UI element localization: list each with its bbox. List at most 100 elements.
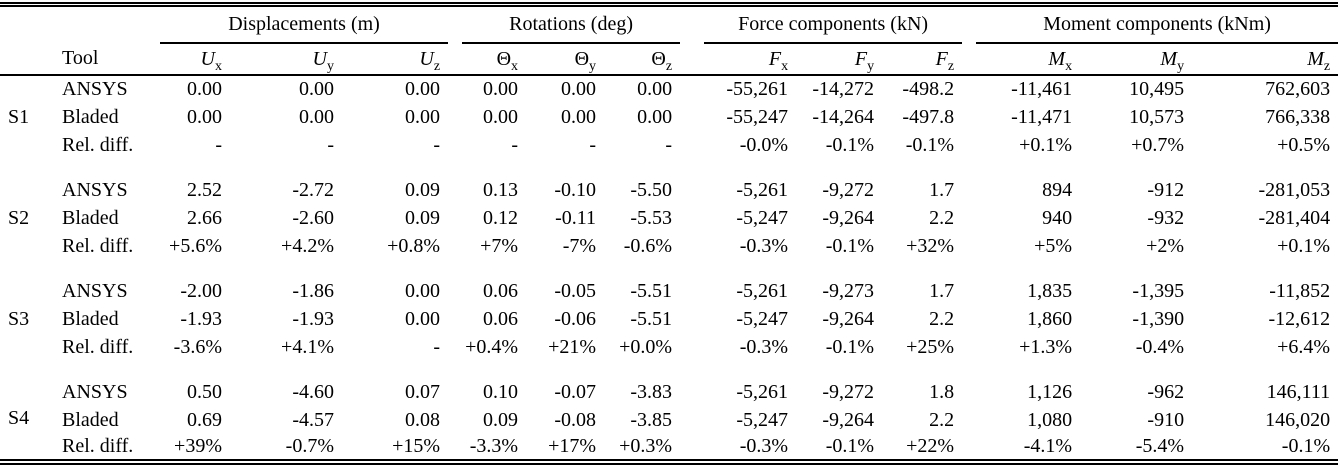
value-cell: 2.2 bbox=[929, 206, 955, 229]
value-cell: 0.09 bbox=[483, 408, 519, 431]
value-cell: +7% bbox=[480, 234, 519, 257]
value-cell: -0.1% bbox=[825, 234, 875, 257]
value-cell: 1.8 bbox=[929, 380, 955, 403]
column-gap bbox=[448, 43, 463, 76]
var-symbol: M bbox=[1160, 47, 1178, 70]
column-gap bbox=[448, 305, 462, 333]
value-cell: +0.1% bbox=[1277, 234, 1331, 257]
value-cell: 0.69 bbox=[187, 408, 222, 431]
column-gap bbox=[962, 103, 976, 131]
column-gap bbox=[962, 204, 976, 232]
column-gap bbox=[680, 406, 704, 434]
tool-cell: Bladed bbox=[62, 408, 119, 431]
table-row: Bladed 0.00 0.00 0.00 0.00 0.00 0.00 -55… bbox=[0, 103, 1338, 131]
value-cell: +5.6% bbox=[169, 234, 222, 257]
value-cell: 762,603 bbox=[1265, 78, 1331, 100]
value-cell: - bbox=[433, 133, 441, 156]
col-header-theta-x: Θx bbox=[462, 43, 527, 76]
column-gap bbox=[962, 232, 976, 260]
var-symbol: F bbox=[935, 47, 948, 70]
var-subscript: y bbox=[589, 58, 597, 74]
value-cell: +17% bbox=[548, 435, 597, 457]
col-header-ux: Ux bbox=[160, 43, 230, 76]
value-cell: -9,272 bbox=[822, 178, 875, 201]
group-s4: S4 ANSYS 0.50 -4.60 0.07 0.10 -0.07 -3.8… bbox=[0, 378, 1338, 462]
value-cell: -1,395 bbox=[1132, 279, 1185, 302]
value-cell: -4.57 bbox=[292, 408, 334, 431]
value-cell: -2.60 bbox=[292, 206, 334, 229]
value-cell: -0.1% bbox=[825, 435, 875, 457]
value-cell: -5,261 bbox=[736, 279, 789, 302]
var-symbol: M bbox=[1307, 47, 1324, 70]
col-header-my: My bbox=[1080, 43, 1193, 76]
value-cell: -5,247 bbox=[736, 408, 789, 431]
tool-cell: ANSYS bbox=[62, 178, 128, 201]
value-cell: 0.12 bbox=[483, 206, 519, 229]
group-header-displacements: Displacements (m) bbox=[160, 4, 449, 44]
var-symbol: F bbox=[854, 47, 868, 70]
corner-cell bbox=[0, 5, 160, 44]
value-cell: - bbox=[511, 133, 519, 156]
value-cell: +32% bbox=[906, 234, 955, 257]
value-cell: 0.50 bbox=[187, 380, 222, 403]
value-cell: -5,247 bbox=[736, 206, 789, 229]
group-spacer bbox=[0, 159, 1338, 176]
tool-cell: ANSYS bbox=[62, 78, 128, 100]
value-cell: -0.1% bbox=[905, 133, 955, 156]
table-row: S1 ANSYS 0.00 0.00 0.00 0.00 0.00 0.00 -… bbox=[0, 75, 1338, 128]
table-row: S3 ANSYS -2.00 -1.86 0.00 0.06 -0.05 -5.… bbox=[0, 277, 1338, 330]
value-cell: -5.4% bbox=[1135, 435, 1185, 457]
value-cell: - bbox=[589, 133, 597, 156]
table-row: Rel. diff. - - - - - - -0.0% -0.1% -0.1%… bbox=[0, 131, 1338, 159]
value-cell: 0.00 bbox=[405, 279, 441, 302]
value-cell: -0.0% bbox=[739, 133, 789, 156]
var-symbol: F bbox=[768, 47, 782, 70]
group-spacer-cell bbox=[0, 361, 1338, 378]
value-cell: 894 bbox=[1042, 178, 1073, 201]
value-cell: -0.11 bbox=[555, 206, 597, 229]
tool-cell: Rel. diff. bbox=[62, 133, 134, 156]
value-cell: +5% bbox=[1034, 234, 1073, 257]
value-cell: 0.00 bbox=[483, 78, 519, 100]
value-cell: +0.7% bbox=[1131, 133, 1185, 156]
tool-cell: Rel. diff. bbox=[62, 435, 134, 457]
value-cell: -281,404 bbox=[1258, 206, 1331, 229]
value-cell: -2.72 bbox=[292, 178, 334, 201]
value-cell: +4.1% bbox=[281, 335, 334, 358]
value-cell: -5.50 bbox=[630, 178, 673, 201]
value-cell: -0.1% bbox=[825, 133, 875, 156]
tool-cell: Bladed bbox=[62, 105, 119, 128]
column-gap bbox=[448, 434, 462, 462]
value-cell: -5.53 bbox=[630, 206, 673, 229]
group-label: S1 bbox=[8, 106, 30, 128]
var-subscript: z bbox=[1323, 58, 1331, 74]
var-symbol: U bbox=[312, 47, 327, 70]
col-header-mx: Mx bbox=[976, 43, 1081, 76]
value-cell: -5.51 bbox=[630, 279, 673, 302]
value-cell: +0.3% bbox=[619, 435, 673, 457]
value-cell: -9,264 bbox=[822, 307, 875, 330]
value-cell: -1,390 bbox=[1132, 307, 1185, 330]
table-header: Displacements (m) Rotations (deg) Force … bbox=[0, 4, 1338, 76]
value-cell: -0.7% bbox=[285, 435, 334, 457]
value-cell: -14,264 bbox=[812, 105, 875, 128]
value-cell: 0.00 bbox=[299, 105, 334, 128]
value-cell: -12,612 bbox=[1268, 307, 1331, 330]
value-cell: -962 bbox=[1147, 380, 1185, 403]
value-cell: 766,338 bbox=[1265, 105, 1331, 128]
column-gap bbox=[448, 277, 462, 305]
table-row: Bladed 0.69 -4.57 0.08 0.09 -0.08 -3.85 … bbox=[0, 406, 1338, 434]
value-cell: -9,264 bbox=[822, 408, 875, 431]
value-cell: 0.06 bbox=[483, 279, 519, 302]
value-cell: -0.08 bbox=[554, 408, 597, 431]
column-gap bbox=[680, 434, 704, 462]
var-subscript: y bbox=[327, 58, 334, 74]
var-subscript: x bbox=[215, 58, 222, 74]
value-cell: 0.09 bbox=[405, 206, 441, 229]
value-cell: 0.00 bbox=[187, 105, 222, 128]
table-row: Rel. diff. +39% -0.7% +15% -3.3% +17% +0… bbox=[0, 434, 1338, 462]
var-subscript: z bbox=[433, 58, 441, 74]
group-label: S2 bbox=[8, 206, 30, 229]
